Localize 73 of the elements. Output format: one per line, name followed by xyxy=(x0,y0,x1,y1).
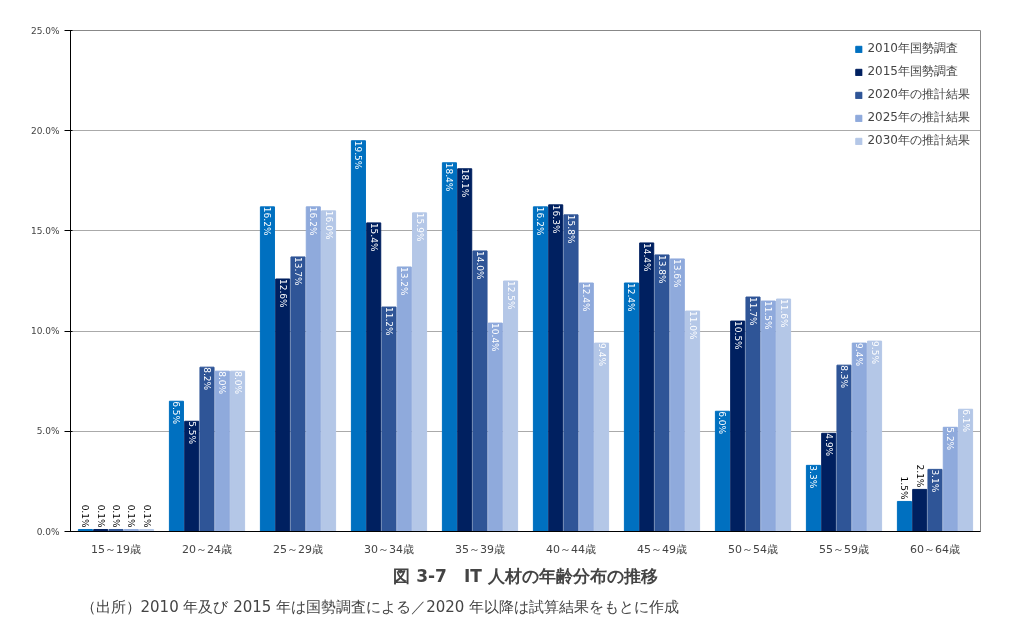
data-label: 18.1% xyxy=(459,168,470,198)
data-label: 12.4% xyxy=(626,283,637,313)
data-label: 8.3% xyxy=(839,365,849,389)
legend-label: 2015年国勢調査 xyxy=(867,63,958,80)
x-tick-label: 30～34歳 xyxy=(364,542,414,556)
data-label: 9.4% xyxy=(854,343,865,367)
x-tick-label: 60～64歳 xyxy=(910,542,960,556)
data-label: 6.5% xyxy=(171,401,182,425)
x-tick-label: 35～39歳 xyxy=(455,542,505,556)
data-label: 16.2% xyxy=(535,206,546,236)
x-tick-label: 25～29歳 xyxy=(273,542,323,556)
legend-label: 2030年の推計結果 xyxy=(867,132,970,149)
data-label: 10.5% xyxy=(732,321,743,351)
x-tick-label: 55～59歳 xyxy=(819,542,869,556)
data-label: 16.3% xyxy=(550,204,561,234)
data-label: 11.6% xyxy=(778,299,789,329)
data-label: 15.8% xyxy=(566,214,576,244)
data-label: 15.9% xyxy=(414,212,425,242)
data-label: 10.4% xyxy=(490,323,501,353)
text: （出所）2010 年及び 2015 年は国勢調査による／2020 年以降は試算結果をもとに作成 xyxy=(80,597,680,616)
y-tick-label: 5.0% xyxy=(36,426,60,437)
data-label: 13.7% xyxy=(293,256,303,286)
data-label: 0.1% xyxy=(95,504,106,528)
data-label: 0.1% xyxy=(111,504,121,528)
data-label: 16.2% xyxy=(308,206,319,236)
data-label: 9.5% xyxy=(869,341,880,365)
data-label: 8.0% xyxy=(217,371,228,395)
data-label: 9.4% xyxy=(596,343,607,367)
data-label: 11.0% xyxy=(687,311,698,341)
data-label: 6.0% xyxy=(717,411,728,435)
x-tick-label: 45～49歳 xyxy=(637,542,687,556)
data-label: 12.6% xyxy=(277,279,288,309)
x-tick-label: 50～54歳 xyxy=(728,542,778,556)
data-label: 5.2% xyxy=(945,427,956,451)
text: 図 3-7 IT 人材の年齢分布の推移 xyxy=(393,565,658,586)
data-label: 12.4% xyxy=(581,283,592,313)
y-tick-label: 10.0% xyxy=(30,326,60,337)
data-label: 12.5% xyxy=(505,281,516,311)
data-label: 11.7% xyxy=(748,297,758,327)
x-tick-label: 40～44歳 xyxy=(546,542,596,556)
data-label: 13.6% xyxy=(672,258,683,288)
data-label: 3.1% xyxy=(930,469,940,493)
y-tick-label: 15.0% xyxy=(30,225,60,236)
data-label: 14.4% xyxy=(641,242,652,272)
data-label: 16.0% xyxy=(323,210,334,240)
data-label: 13.2% xyxy=(399,266,410,297)
legend-label: 2010年国勢調査 xyxy=(867,40,958,57)
legend-label: 2020年の推計結果 xyxy=(867,86,970,103)
data-label: 13.8% xyxy=(657,254,667,284)
data-label: 11.5% xyxy=(763,301,774,331)
x-tick-label: 20～24歳 xyxy=(182,542,232,556)
data-label: 0.1% xyxy=(80,504,91,528)
y-tick-label: 0.0% xyxy=(36,526,60,537)
data-label: 14.0% xyxy=(475,250,485,280)
data-label: 1.5% xyxy=(899,476,910,500)
data-label: 6.1% xyxy=(960,409,971,433)
data-label: 8.2% xyxy=(202,367,212,391)
legend-label: 2025年の推計結果 xyxy=(867,109,970,126)
data-label: 16.2% xyxy=(262,206,273,236)
data-label: 2.1% xyxy=(914,464,925,488)
y-tick-label: 25.0% xyxy=(30,25,60,36)
y-tick-label: 20.0% xyxy=(30,125,60,136)
data-label: 19.5% xyxy=(353,140,364,170)
data-label: 15.4% xyxy=(368,222,379,252)
data-label: 3.3% xyxy=(808,465,819,489)
data-label: 0.1% xyxy=(141,504,152,528)
data-label: 18.4% xyxy=(444,162,455,192)
data-label: 5.5% xyxy=(186,421,197,445)
x-tick-label: 15～19歳 xyxy=(91,542,141,556)
data-label: 11.2% xyxy=(384,307,394,337)
data-label: 4.9% xyxy=(823,433,834,457)
data-label: 8.0% xyxy=(232,371,243,395)
data-label: 0.1% xyxy=(126,504,137,528)
